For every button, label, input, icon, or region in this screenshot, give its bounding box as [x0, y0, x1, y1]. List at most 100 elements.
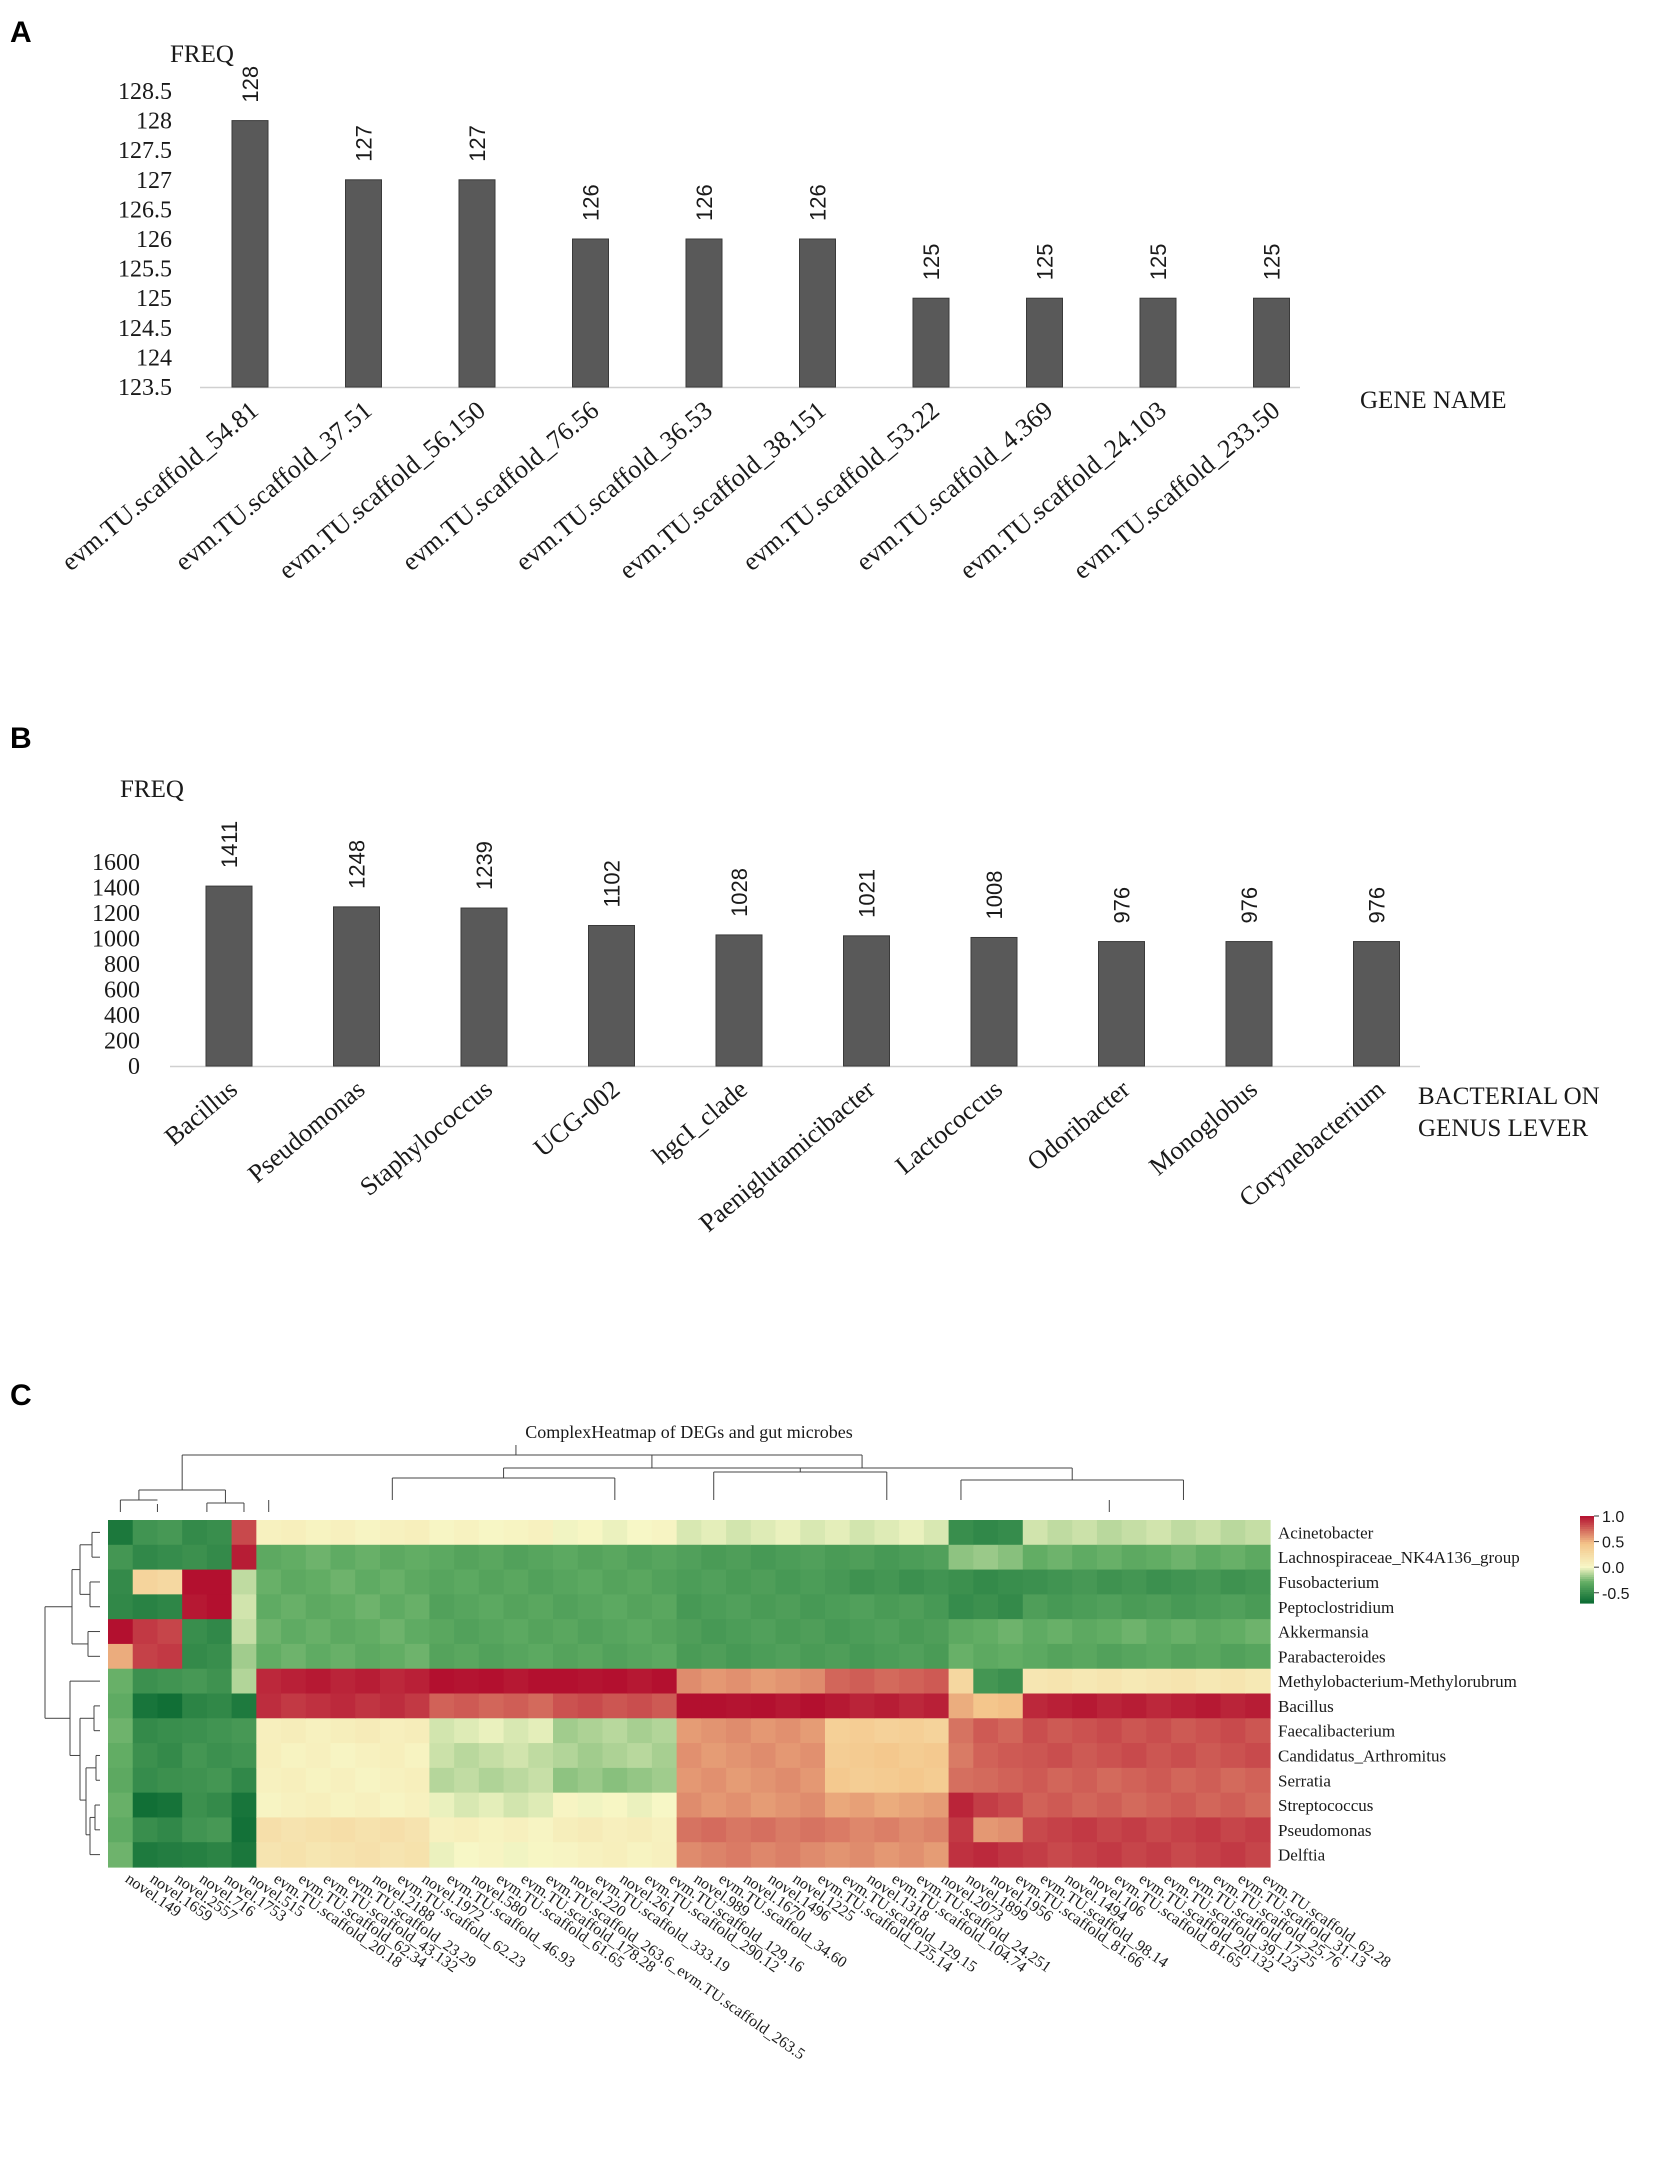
heatmap-cell	[528, 1544, 554, 1571]
heatmap-cell	[676, 1619, 702, 1645]
heatmap-cell	[404, 1693, 431, 1719]
y-tick-label: 1000	[92, 927, 140, 953]
heatmap-cell	[651, 1520, 678, 1546]
heatmap-cell	[849, 1668, 876, 1695]
heatmap-cell	[998, 1520, 1024, 1546]
heatmap-cell	[355, 1792, 381, 1819]
heatmap-cell	[1047, 1693, 1073, 1719]
heatmap-cell	[256, 1817, 282, 1843]
data-label: 127	[465, 125, 490, 162]
heatmap-cell	[824, 1619, 851, 1645]
heatmap-cell	[206, 1817, 233, 1843]
heatmap-cell	[478, 1693, 505, 1719]
heatmap-cell	[775, 1743, 801, 1769]
heatmap-cell	[923, 1544, 950, 1571]
heatmap-cell	[973, 1743, 999, 1769]
heatmap-cell	[182, 1767, 208, 1794]
bar	[588, 924, 635, 1067]
heatmap-cell	[1245, 1668, 1271, 1695]
data-label: 127	[352, 125, 377, 162]
heatmap-cell	[528, 1668, 554, 1695]
heatmap-cell	[775, 1693, 801, 1719]
data-label: 128	[238, 66, 263, 103]
heatmap-cell	[701, 1520, 727, 1546]
heatmap-cell	[182, 1668, 208, 1695]
heatmap-cell	[849, 1817, 876, 1843]
heatmap-cell	[1022, 1668, 1049, 1695]
heatmap-cell	[429, 1842, 455, 1868]
heatmap-cell	[305, 1693, 332, 1719]
heatmap-cell	[602, 1594, 628, 1620]
heatmap-cell	[800, 1792, 826, 1819]
legend-color-step	[1580, 1539, 1594, 1543]
heatmap-cell	[429, 1668, 455, 1695]
heatmap-cell	[824, 1569, 851, 1595]
heatmap-cell	[379, 1767, 406, 1794]
heatmap-cell	[1022, 1817, 1049, 1843]
heatmap-cell	[998, 1569, 1024, 1595]
heatmap-cell	[676, 1743, 702, 1769]
heatmap-cell	[1096, 1668, 1123, 1695]
heatmap-degs-microbes: ComplexHeatmap of DEGs and gut microbes A…	[44, 1422, 1630, 2063]
heatmap-cell	[998, 1643, 1024, 1670]
heatmap-cell	[627, 1842, 653, 1868]
heatmap-cell	[874, 1668, 900, 1695]
heatmap-cell	[1072, 1569, 1098, 1595]
heatmap-cell	[627, 1520, 653, 1546]
heatmap-cell	[157, 1693, 183, 1719]
heatmap-cell	[824, 1544, 851, 1571]
heatmap-cell	[1047, 1817, 1073, 1843]
heatmap-cell	[454, 1743, 480, 1769]
heatmap-cell	[132, 1619, 159, 1645]
heatmap-cell	[1121, 1792, 1147, 1819]
heatmap-cell	[726, 1544, 752, 1571]
legend-color-step	[1580, 1557, 1594, 1561]
heatmap-cell	[553, 1767, 579, 1794]
legend-color-step	[1580, 1563, 1594, 1567]
heatmap-cell	[281, 1520, 307, 1546]
heatmap-cell	[1245, 1619, 1271, 1645]
heatmap-cell	[1096, 1842, 1123, 1868]
heatmap-cell	[1121, 1842, 1147, 1868]
heatmap-cell	[726, 1693, 752, 1719]
heatmap-cell	[404, 1842, 431, 1868]
heatmap-cell	[553, 1842, 579, 1868]
data-label: 976	[1365, 887, 1390, 924]
heatmap-cell	[602, 1842, 628, 1868]
heatmap-cell	[1245, 1718, 1271, 1744]
heatmap-cell	[1146, 1792, 1172, 1819]
heatmap-cell	[330, 1842, 356, 1868]
data-label: 125	[919, 243, 944, 280]
heatmap-cell	[182, 1693, 208, 1719]
heatmap-cell	[627, 1619, 653, 1645]
heatmap-cell	[1146, 1544, 1172, 1571]
data-label: 976	[1237, 887, 1262, 924]
heatmap-cell	[899, 1619, 925, 1645]
heatmap-title: ComplexHeatmap of DEGs and gut microbes	[525, 1422, 852, 1442]
heatmap-cell	[553, 1520, 579, 1546]
heatmap-cell	[108, 1594, 134, 1620]
heatmap-cell	[553, 1643, 579, 1670]
heatmap-cell	[132, 1544, 159, 1571]
heatmap-cell	[651, 1693, 678, 1719]
heatmap-cell	[824, 1792, 851, 1819]
heatmap-cell	[281, 1544, 307, 1571]
heatmap-cell	[553, 1817, 579, 1843]
heatmap-cell	[157, 1842, 183, 1868]
heatmap-cell	[800, 1569, 826, 1595]
heatmap-cell	[454, 1619, 480, 1645]
heatmap-cell	[750, 1842, 777, 1868]
heatmap-cell	[1022, 1520, 1049, 1546]
heatmap-cell	[330, 1817, 356, 1843]
heatmap-cell	[1220, 1544, 1246, 1571]
heatmap-cell	[1220, 1817, 1246, 1843]
heatmap-cell	[1022, 1594, 1049, 1620]
heatmap-cell	[108, 1718, 134, 1744]
bar	[460, 907, 508, 1067]
heatmap-cell	[726, 1520, 752, 1546]
data-label: 1411	[217, 821, 242, 868]
heatmap-row-label: Bacillus	[1278, 1697, 1334, 1716]
y-tick-label: 127	[136, 168, 172, 194]
heatmap-cell	[998, 1792, 1024, 1819]
heatmap-cell	[528, 1520, 554, 1546]
